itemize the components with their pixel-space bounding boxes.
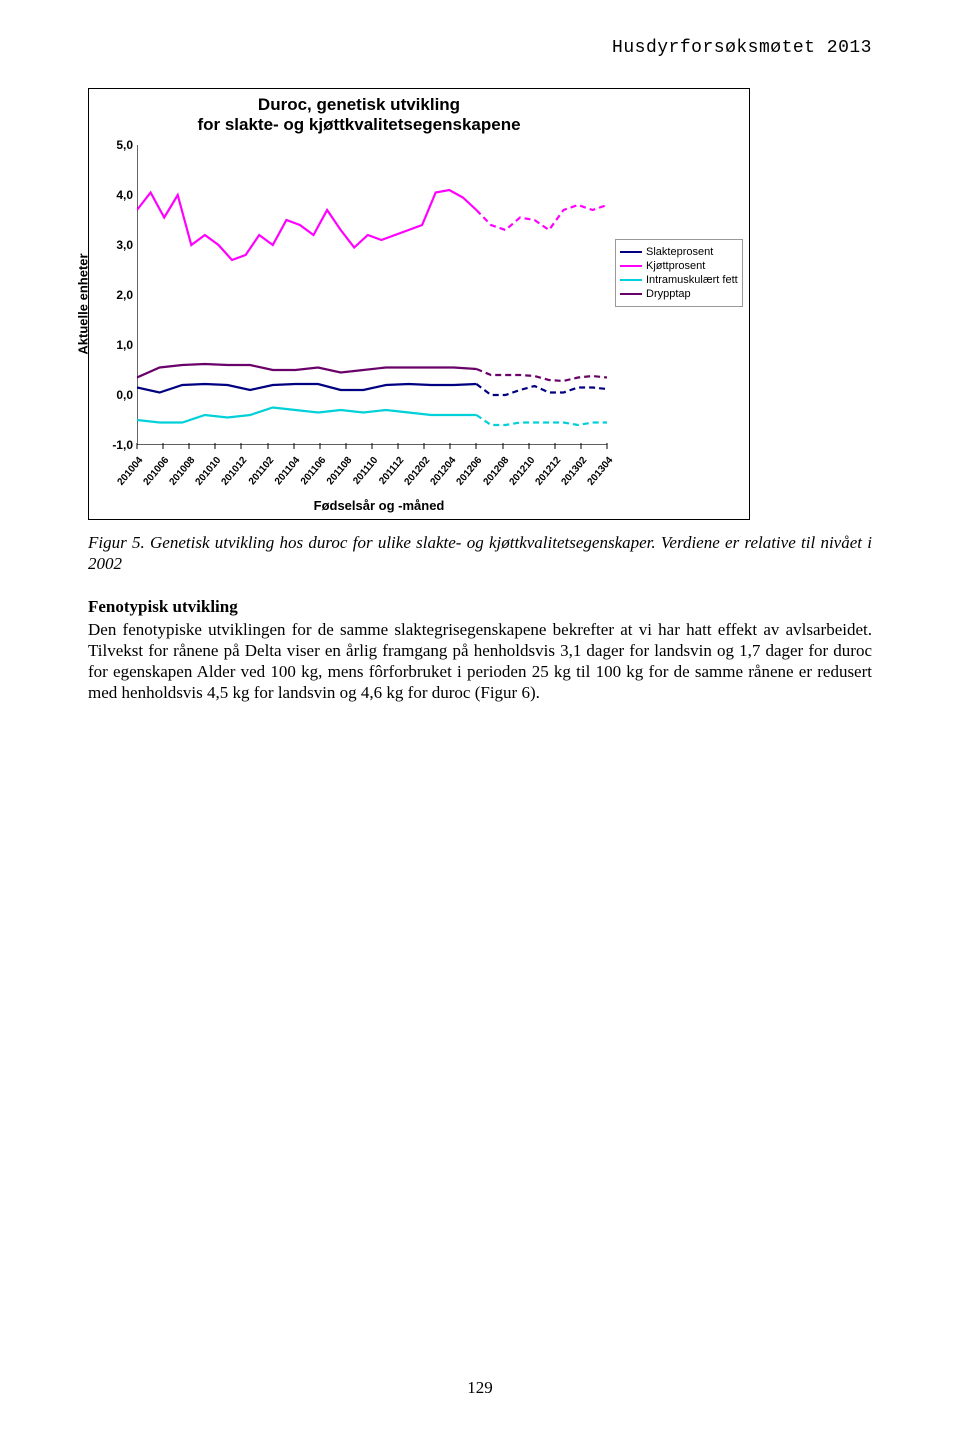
chart-title-line1: Duroc, genetisk utvikling <box>258 95 460 114</box>
legend-item: Drypptap <box>620 288 738 300</box>
plot-area: -1,00,01,02,03,04,05,0 <box>137 145 607 445</box>
chart-title-line2: for slakte- og kjøttkvalitetsegenskapene <box>197 115 520 134</box>
legend: Slakteprosent Kjøttprosent Intramuskulært … <box>615 239 743 307</box>
y-tick: 5,0 <box>103 138 133 152</box>
chart-container: Duroc, genetisk utvikling for slakte- og… <box>88 88 750 520</box>
x-tick: 201004 <box>116 455 146 488</box>
legend-item: Slakteprosent <box>620 246 738 258</box>
chart-title: Duroc, genetisk utvikling for slakte- og… <box>89 95 629 136</box>
series-kjottprosent <box>137 145 607 445</box>
figure-caption: Figur 5. Genetisk utvikling hos duroc fo… <box>88 532 872 575</box>
x-axis-label: Fødselsår og -måned <box>129 498 629 513</box>
y-tick: 1,0 <box>103 338 133 352</box>
x-tick: 201206 <box>455 455 485 488</box>
page-number: 129 <box>0 1378 960 1398</box>
legend-swatch <box>620 265 642 267</box>
legend-label: Intramuskulært fett <box>646 274 738 286</box>
y-tick: 0,0 <box>103 388 133 402</box>
legend-swatch <box>620 279 642 281</box>
x-tick: 201006 <box>142 455 172 488</box>
legend-swatch <box>620 251 642 253</box>
x-tick: 201208 <box>481 455 511 488</box>
running-header: Husdyrforsøksmøtet 2013 <box>88 38 872 58</box>
y-axis-label: Aktuelle enheter <box>76 253 91 354</box>
y-tick: 3,0 <box>103 238 133 252</box>
x-tick: 201202 <box>403 455 433 488</box>
x-tick: 201106 <box>299 455 329 487</box>
legend-label: Drypptap <box>646 288 691 300</box>
x-tick: 201302 <box>559 455 589 488</box>
x-tick: 201104 <box>273 455 303 487</box>
x-ticks: 2010042010062010082010102010122011022011… <box>137 449 607 499</box>
y-tick: 2,0 <box>103 288 133 302</box>
y-tick: -1,0 <box>103 438 133 452</box>
legend-item: Intramuskulært fett <box>620 274 738 286</box>
legend-swatch <box>620 293 642 295</box>
x-tick: 201008 <box>168 455 198 488</box>
x-tick: 201010 <box>194 455 224 488</box>
x-tick: 201108 <box>325 455 355 487</box>
x-tick: 201110 <box>351 455 380 487</box>
caption-label: Figur 5. <box>88 533 145 552</box>
x-tick: 201112 <box>377 455 406 487</box>
x-tick: 201210 <box>507 455 537 488</box>
x-tick: 201102 <box>246 455 276 487</box>
x-tick: 201212 <box>533 455 563 488</box>
caption-text: Genetisk utvikling hos duroc for ulike s… <box>88 533 872 573</box>
legend-item: Kjøttprosent <box>620 260 738 272</box>
y-tick: 4,0 <box>103 188 133 202</box>
x-tick: 201012 <box>220 455 250 488</box>
legend-label: Slakteprosent <box>646 246 713 258</box>
x-tick: 201204 <box>429 455 459 488</box>
body-paragraph: Den fenotypiske utviklingen for de samme… <box>88 619 872 704</box>
x-tick: 201304 <box>586 455 616 488</box>
legend-label: Kjøttprosent <box>646 260 705 272</box>
section-heading: Fenotypisk utvikling <box>88 597 872 617</box>
